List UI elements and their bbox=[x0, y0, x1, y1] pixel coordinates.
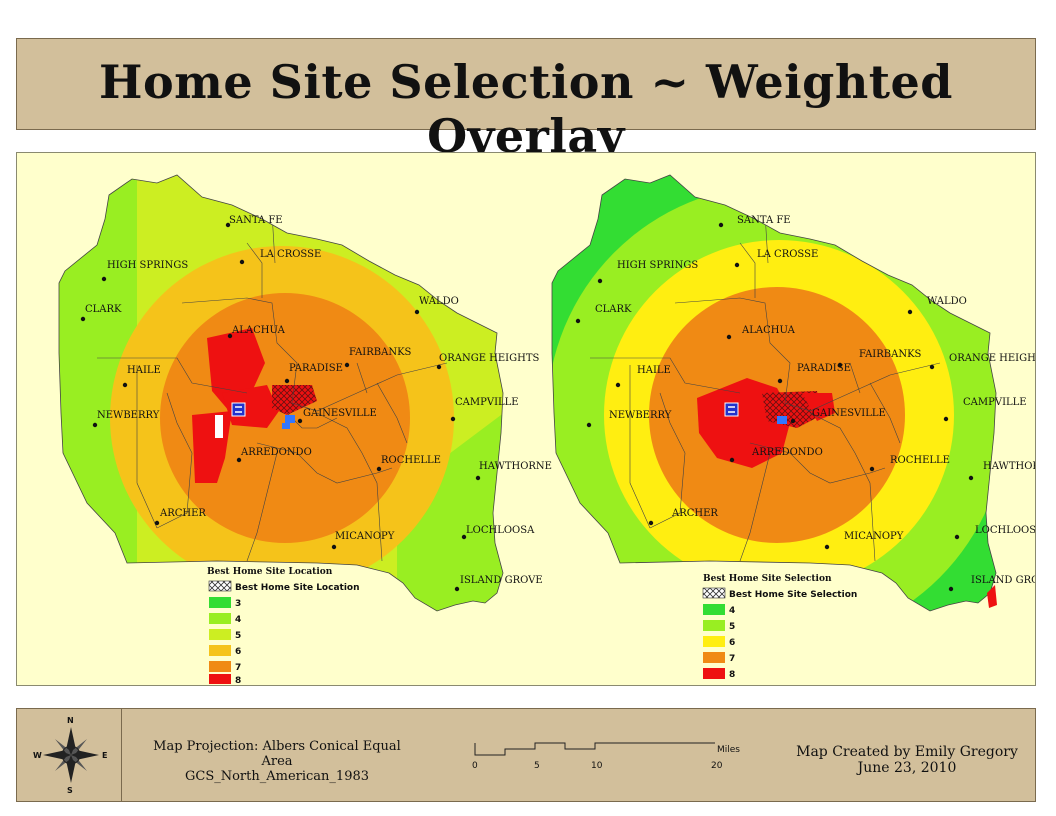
compass-s: S bbox=[67, 786, 73, 795]
legend-class-label: 5 bbox=[729, 622, 735, 632]
scale-label-5: 5 bbox=[534, 761, 540, 771]
legend-class-label: 8 bbox=[235, 676, 241, 685]
town-label: ARCHER bbox=[671, 508, 718, 519]
town-label: LOCHLOOSA bbox=[466, 525, 535, 536]
town-label: MICANOPY bbox=[844, 531, 904, 542]
left-legend: Best Home Site Location Best Home Site L… bbox=[207, 567, 360, 685]
town-label: HIGH SPRINGS bbox=[107, 260, 188, 271]
town-label: CAMPVILLE bbox=[963, 397, 1027, 408]
town-label: ISLAND GROVE bbox=[460, 575, 543, 586]
town-label: NEWBERRY bbox=[609, 410, 672, 421]
legend-class-label: 4 bbox=[235, 615, 241, 625]
town-label: LA CROSSE bbox=[757, 249, 818, 260]
town-label: HAILE bbox=[127, 365, 161, 376]
credit-date: June 23, 2010 bbox=[857, 760, 957, 776]
town-label: ORANGE HEIGHTS bbox=[949, 353, 1035, 364]
town-label: SANTA FE bbox=[229, 215, 283, 226]
legend-title: Best Home Site Selection bbox=[703, 574, 832, 584]
compass-rose-icon: N S W E bbox=[33, 716, 107, 795]
right-weighted-overlay-map: SANTA FE LA CROSSE HIGH SPRINGS CLARK WA… bbox=[551, 174, 1035, 680]
town-label: HIGH SPRINGS bbox=[617, 260, 698, 271]
town-label: LA CROSSE bbox=[260, 249, 321, 260]
town-label: MICANOPY bbox=[335, 531, 395, 542]
scale-unit: Miles bbox=[717, 745, 740, 755]
legend-pattern-label: Best Home Site Location bbox=[235, 583, 360, 593]
town-label: FAIRBANKS bbox=[859, 349, 922, 360]
scale-bar bbox=[474, 742, 715, 756]
right-legend: Best Home Site Selection Best Home Site … bbox=[702, 574, 857, 680]
town-label: CLARK bbox=[85, 304, 122, 315]
town-label: ARREDONDO bbox=[751, 447, 823, 458]
town-label: ISLAND GROVE bbox=[971, 575, 1035, 586]
right-town-markers bbox=[575, 222, 974, 592]
town-label: ROCHELLE bbox=[890, 455, 950, 466]
map-title: Home Site Selection ~ Weighted Overlay bbox=[99, 55, 953, 163]
town-label: CAMPVILLE bbox=[455, 397, 519, 408]
town-label: ARCHER bbox=[159, 508, 206, 519]
town-label: PARADISE bbox=[289, 363, 343, 374]
map-canvas: SANTA FE LA CROSSE HIGH SPRINGS CLARK WA… bbox=[58, 174, 1035, 685]
scale-label-10: 10 bbox=[591, 761, 603, 771]
town-label: FAIRBANKS bbox=[349, 347, 412, 358]
town-label: ARREDONDO bbox=[240, 447, 312, 458]
title-panel: Home Site Selection ~ Weighted Overlay bbox=[16, 38, 1036, 163]
town-label: NEWBERRY bbox=[97, 410, 160, 421]
town-label: ORANGE HEIGHTS bbox=[439, 353, 540, 364]
town-label: HAWTHORNE bbox=[479, 461, 552, 472]
left-town-labels: SANTA FE LA CROSSE HIGH SPRINGS CLARK WA… bbox=[85, 215, 552, 586]
town-label: SANTA FE bbox=[737, 215, 791, 226]
legend-class-label: 4 bbox=[729, 606, 735, 616]
projection-line2: GCS_North_American_1983 bbox=[184, 769, 370, 784]
town-label: WALDO bbox=[927, 296, 967, 307]
town-label: GAINESVILLE bbox=[812, 408, 886, 419]
town-label: HAILE bbox=[637, 365, 671, 376]
town-label: ALACHUA bbox=[231, 325, 286, 336]
credit-author: Map Created by Emily Gregory bbox=[796, 744, 1018, 760]
projection-line1: Map Projection: Albers Conical Equal Are… bbox=[153, 739, 401, 769]
town-label: PARADISE bbox=[797, 363, 851, 374]
right-town-labels: SANTA FE LA CROSSE HIGH SPRINGS CLARK WA… bbox=[595, 215, 1035, 586]
legend-class-label: 7 bbox=[235, 663, 241, 673]
compass-box: N S W E bbox=[17, 709, 122, 801]
legend-class-label: 6 bbox=[729, 638, 735, 648]
legend-class-label: 3 bbox=[235, 599, 241, 609]
legend-class-label: 5 bbox=[235, 631, 241, 641]
credit-info: Map Created by Emily Gregory June 23, 20… bbox=[787, 744, 1027, 776]
left-weighted-overlay-map: SANTA FE LA CROSSE HIGH SPRINGS CLARK WA… bbox=[58, 174, 552, 685]
projection-info: Map Projection: Albers Conical Equal Are… bbox=[137, 739, 417, 784]
legend-pattern-label: Best Home Site Selection bbox=[729, 590, 857, 600]
left-town-markers bbox=[80, 222, 481, 592]
legend-class-label: 8 bbox=[729, 670, 735, 680]
legend-title: Best Home Site Location bbox=[207, 567, 333, 577]
town-label: LOCHLOOSA bbox=[975, 525, 1035, 536]
compass-n: N bbox=[67, 716, 74, 725]
town-label: ALACHUA bbox=[741, 325, 796, 336]
compass-w: W bbox=[33, 751, 42, 760]
town-label: GAINESVILLE bbox=[303, 408, 377, 419]
scale-label-20: 20 bbox=[711, 761, 723, 771]
town-label: WALDO bbox=[419, 296, 459, 307]
town-label: HAWTHORNE bbox=[983, 461, 1035, 472]
legend-class-label: 6 bbox=[235, 647, 241, 657]
legend-class-label: 7 bbox=[729, 654, 735, 664]
town-label: CLARK bbox=[595, 304, 632, 315]
footer-panel: N S W E Map Projection: Albers Conical E… bbox=[16, 708, 1036, 802]
scale-label-0: 0 bbox=[472, 761, 478, 771]
map-frame: SANTA FE LA CROSSE HIGH SPRINGS CLARK WA… bbox=[16, 152, 1036, 686]
town-label: ROCHELLE bbox=[381, 455, 441, 466]
compass-e: E bbox=[102, 751, 107, 760]
